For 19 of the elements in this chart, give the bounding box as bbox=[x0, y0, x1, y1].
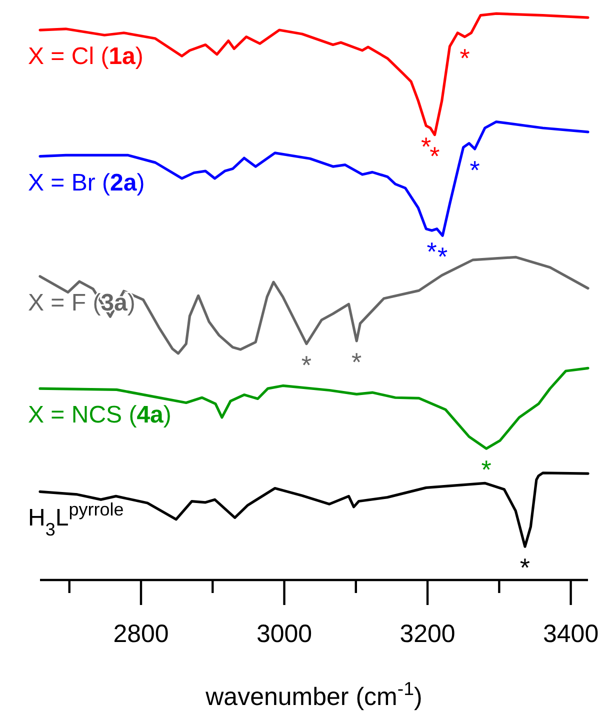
x-tick-label: 3200 bbox=[400, 620, 456, 648]
annotation: * bbox=[438, 242, 448, 272]
annotation: * bbox=[481, 454, 492, 485]
annotation: * bbox=[460, 42, 470, 73]
annotation: * bbox=[520, 552, 530, 583]
annotation: * bbox=[301, 350, 312, 380]
annotation: * bbox=[426, 236, 437, 267]
series-label: X = Cl (1a) bbox=[28, 43, 144, 70]
series-label: X = NCS (4a) bbox=[28, 402, 172, 429]
annotation: * bbox=[421, 132, 432, 162]
annotation: * bbox=[430, 140, 440, 171]
x-tick-label: 2800 bbox=[113, 620, 169, 648]
series-label: X = Br (2a) bbox=[28, 169, 145, 196]
x-tick-label: 3000 bbox=[256, 620, 312, 648]
series-label: H$_{3}$L$^{pyrrole}$ bbox=[28, 500, 124, 540]
annotation: * bbox=[352, 346, 362, 377]
annotation: * bbox=[470, 154, 480, 185]
x-axis-title: wavenumber (cm$^{-1}$) bbox=[204, 678, 422, 711]
x-tick-label: 3400 bbox=[542, 620, 599, 648]
